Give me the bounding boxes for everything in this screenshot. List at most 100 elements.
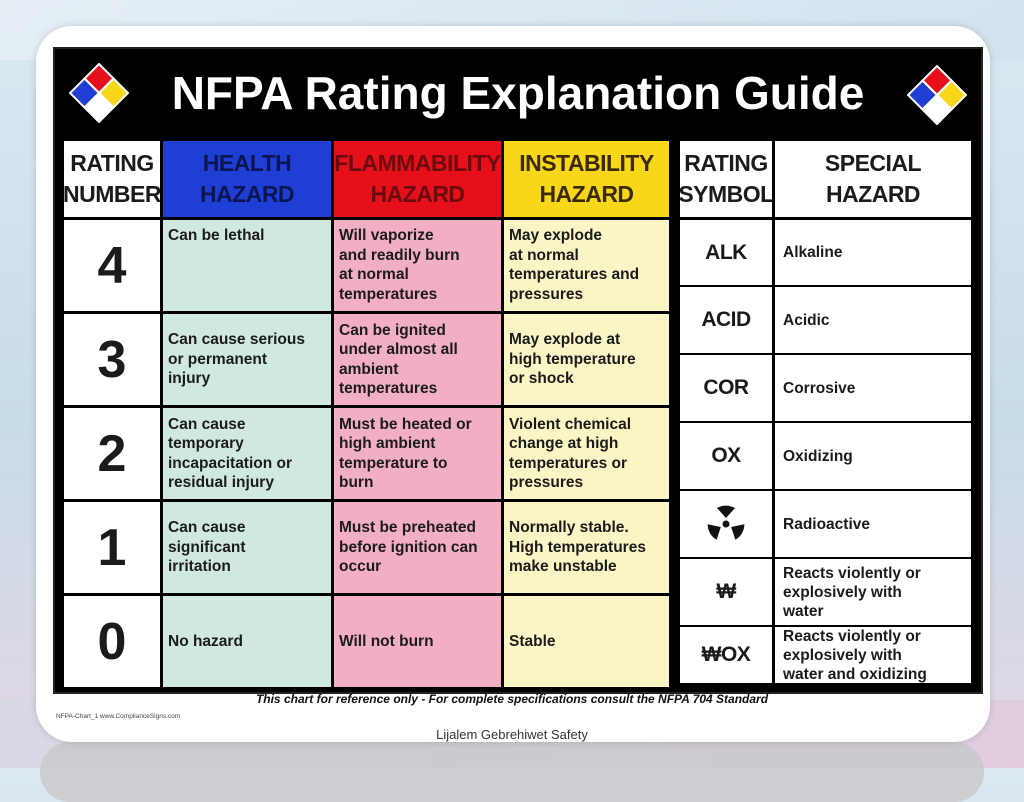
rating-number: 4 (64, 220, 160, 311)
next-slide-card-edge (40, 742, 984, 802)
meaning-line: explosively with (783, 583, 902, 601)
description-line: high temperature (509, 350, 636, 368)
instability-description: May explode at normal temperatures and pres… (504, 220, 669, 311)
rating-number: 1 (64, 502, 160, 593)
description-line: under almost all (339, 341, 458, 358)
description-line: pressures (509, 285, 584, 303)
description-line: May explode (509, 227, 603, 244)
instability-description: Normally stable. High temperatures make un… (504, 502, 669, 593)
special-hazard-symbol: ₩OX (680, 627, 772, 683)
meaning-line: water and oxidizing (783, 665, 927, 683)
description-line: Will vaporize (339, 227, 434, 244)
description-line: pressures (509, 474, 584, 491)
special-hazard-symbol (680, 491, 772, 557)
special-hazard-meaning: Alkaline (775, 220, 971, 285)
meaning-line: Oxidizing (783, 447, 853, 465)
description-line: Stable (509, 632, 556, 650)
header-special-hazard: SPECIAL HAZARD (775, 141, 971, 217)
description-line: high ambient (339, 435, 436, 452)
description-line: at normal (339, 266, 409, 283)
description-line: May explode at (509, 331, 621, 349)
description-line: irritation (168, 558, 231, 576)
flammability-description: Will not burn (334, 596, 501, 687)
description-line: significant (168, 538, 246, 556)
special-hazard-meaning: Acidic (775, 287, 971, 353)
special-hazard-meaning: Corrosive (775, 355, 971, 421)
description-line: Can cause (168, 415, 246, 433)
health-description: No hazard (163, 596, 331, 687)
flammability-description: Must be heated or high ambient temperature… (334, 408, 501, 499)
description-line: High temperatures (509, 538, 646, 556)
description-line: No hazard (168, 632, 243, 650)
header-rating-symbol: RATING SYMBOL (680, 141, 772, 217)
health-description: Can cause temporary incapacitation or resid… (163, 408, 331, 499)
slide-footer-credit: Lijalem Gebrehiwet Safety (436, 727, 588, 742)
description-line: temporary (168, 435, 244, 452)
description-line: temperatures (339, 380, 438, 397)
description-line: Can cause serious (168, 331, 305, 349)
page-title: NFPA Rating Explanation Guide (171, 67, 865, 119)
description-line: temperatures (339, 285, 438, 303)
health-description: Can cause significant irritation (163, 502, 331, 593)
description-line: Can be lethal (168, 227, 265, 244)
description-line: Must be heated or (339, 415, 472, 433)
description-line: Must be preheated (339, 519, 476, 537)
header-flammability-hazard: FLAMMABILITY HAZARD (334, 141, 501, 217)
flammability-description: Will vaporize and readily burn at normal te… (334, 220, 501, 311)
meaning-line: Reacts violently or (783, 564, 921, 582)
description-line: make unstable (509, 558, 617, 576)
meaning-line: explosively with (783, 646, 902, 664)
description-line: injury (168, 370, 211, 388)
instability-description: Violent chemical change at high temperatur… (504, 408, 669, 499)
nfpa-diamond-icon (907, 65, 967, 125)
special-hazard-symbol: OX (680, 423, 772, 489)
description-line: residual injury (168, 474, 274, 491)
special-hazard-symbol: ALK (680, 220, 772, 285)
rating-number: 2 (64, 408, 160, 499)
health-description: Can be lethal (163, 220, 331, 311)
special-hazard-meaning: Reacts violently or explosively with water… (775, 627, 971, 683)
meaning-line: Acidic (783, 311, 830, 329)
description-line: before ignition can (339, 538, 478, 556)
special-hazard-meaning: Reacts violently or explosively with water (775, 559, 971, 625)
description-line: Will not burn (339, 632, 434, 650)
description-line: or shock (509, 370, 574, 388)
description-line: or permanent (168, 350, 268, 368)
description-line: Can be ignited (339, 321, 446, 339)
description-line: at normal (509, 246, 579, 264)
instability-description: May explode at high temperature or shock (504, 314, 669, 405)
instability-description: Stable (504, 596, 669, 687)
description-line: temperatures and (509, 266, 640, 283)
meaning-line: Radioactive (783, 515, 871, 533)
nfpa-chart-poster: NFPA Rating Explanation Guide RATING NUMB… (53, 47, 983, 694)
special-hazard-symbol: ACID (680, 287, 772, 353)
description-line: temperatures or (509, 454, 628, 472)
meaning-line: Reacts violently or (783, 627, 921, 645)
radiation-trefoil-icon (707, 505, 745, 540)
description-line: incapacitation or (168, 454, 293, 472)
reference-footnote: This chart for reference only - For comp… (255, 692, 769, 706)
rating-number: 0 (64, 596, 160, 687)
header-instability-hazard: INSTABILITY HAZARD (504, 141, 669, 217)
meaning-line: Alkaline (783, 244, 843, 261)
nfpa-diamond-icon (69, 63, 129, 123)
description-line: ambient (339, 360, 399, 378)
meaning-line: Corrosive (783, 379, 856, 397)
rating-number: 3 (64, 314, 160, 405)
description-line: change at high (509, 435, 619, 452)
meaning-line: water (783, 602, 824, 620)
description-line: Normally stable. (509, 519, 629, 537)
health-description: Can cause serious or permanent injury (163, 314, 331, 405)
special-hazard-meaning: Radioactive (775, 491, 971, 557)
flammability-description: Must be preheated before ignition can occu… (334, 502, 501, 593)
description-line: burn (339, 474, 374, 491)
description-line: and readily burn (339, 246, 460, 264)
special-hazard-symbol: COR (680, 355, 772, 421)
title-bar: NFPA Rating Explanation Guide (55, 49, 981, 137)
special-hazard-symbol: ₩ (680, 559, 772, 625)
description-line: occur (339, 558, 382, 576)
chart-source-id: NFPA-Chart_1 www.ComplianceSigns.com (56, 713, 181, 720)
description-line: Violent chemical (509, 415, 632, 433)
header-health-hazard: HEALTH HAZARD (163, 141, 331, 217)
flammability-description: Can be ignited under almost all ambient tem… (334, 314, 501, 405)
